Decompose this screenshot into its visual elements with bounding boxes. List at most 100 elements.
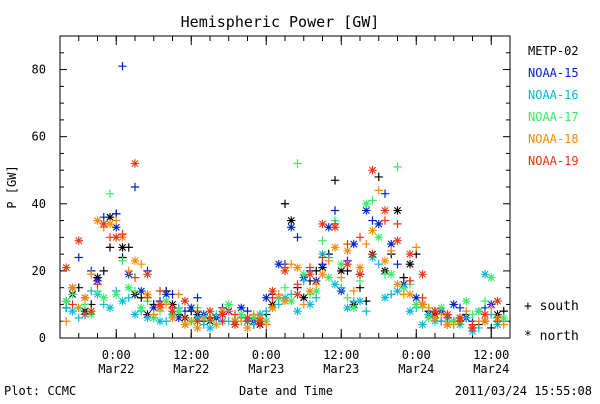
north-marker bbox=[412, 293, 421, 302]
legend-series-label: NOAA-16 bbox=[528, 88, 579, 102]
south-marker bbox=[462, 306, 471, 316]
north-marker bbox=[118, 296, 127, 306]
south-marker bbox=[349, 286, 358, 296]
south-marker bbox=[368, 216, 377, 225]
north-marker bbox=[205, 306, 215, 316]
north-marker bbox=[418, 320, 427, 329]
south-marker bbox=[155, 286, 165, 296]
y-axis-label: P [GW] bbox=[5, 165, 19, 208]
y-tick-label: 60 bbox=[32, 130, 46, 144]
south-marker bbox=[262, 306, 271, 316]
north-marker bbox=[112, 223, 121, 232]
north-marker bbox=[287, 216, 296, 225]
south-marker bbox=[337, 283, 346, 292]
north-marker bbox=[405, 259, 415, 269]
south-marker bbox=[118, 62, 127, 71]
south-marker bbox=[118, 229, 127, 239]
legend-series-label: NOAA-17 bbox=[528, 110, 579, 124]
north-marker bbox=[130, 310, 140, 319]
north-marker bbox=[480, 310, 490, 319]
y-tick-label: 0 bbox=[39, 331, 46, 345]
south-marker bbox=[193, 306, 202, 316]
north-marker bbox=[399, 283, 408, 292]
chart-title: Hemispheric Power [GW] bbox=[181, 13, 380, 31]
south-marker bbox=[130, 273, 140, 282]
north-marker bbox=[480, 270, 490, 279]
north-marker bbox=[437, 303, 446, 312]
north-marker bbox=[318, 219, 327, 229]
north-marker bbox=[405, 249, 415, 259]
south-marker bbox=[193, 293, 202, 302]
north-marker bbox=[474, 306, 483, 316]
north-marker bbox=[493, 296, 502, 306]
south-marker bbox=[274, 290, 283, 299]
south-marker bbox=[68, 300, 77, 309]
north-marker bbox=[362, 199, 371, 208]
x-tick-label-time: 0:00 bbox=[102, 348, 131, 362]
south-marker bbox=[393, 162, 402, 172]
south-marker bbox=[174, 290, 183, 299]
north-marker bbox=[155, 317, 165, 326]
north-marker bbox=[330, 243, 340, 252]
south-marker bbox=[212, 320, 221, 329]
x-tick-label-date: Mar24 bbox=[398, 362, 434, 376]
north-marker bbox=[162, 290, 171, 299]
south-marker bbox=[393, 219, 402, 229]
south-marker bbox=[293, 159, 302, 168]
legend-series-label: NOAA-18 bbox=[528, 132, 579, 146]
south-marker bbox=[380, 216, 390, 225]
south-marker bbox=[130, 182, 140, 192]
north-marker bbox=[387, 239, 396, 249]
legend-marker-label: * north bbox=[524, 329, 579, 344]
x-axis: 0:00Mar2212:00Mar220:00Mar2312:00Mar230:… bbox=[59, 36, 511, 376]
north-marker bbox=[180, 320, 190, 329]
north-marker bbox=[330, 223, 340, 232]
north-marker bbox=[180, 296, 190, 306]
north-marker bbox=[374, 233, 383, 242]
north-marker bbox=[143, 270, 152, 279]
south-marker bbox=[468, 310, 477, 319]
north-marker bbox=[355, 270, 365, 279]
north-marker bbox=[287, 296, 296, 306]
north-marker bbox=[99, 219, 108, 229]
north-marker bbox=[337, 266, 346, 276]
north-marker bbox=[443, 310, 452, 319]
south-marker bbox=[418, 293, 427, 302]
north-marker bbox=[124, 283, 133, 292]
north-marker bbox=[343, 259, 352, 269]
south-marker bbox=[393, 259, 402, 269]
north-marker bbox=[305, 270, 315, 279]
south-marker bbox=[343, 293, 352, 302]
south-marker bbox=[330, 206, 340, 215]
north-marker bbox=[187, 303, 196, 312]
north-marker bbox=[487, 273, 496, 282]
north-marker bbox=[405, 306, 415, 316]
data-points bbox=[62, 62, 508, 336]
north-marker bbox=[393, 280, 402, 289]
north-marker bbox=[343, 303, 352, 312]
south-marker bbox=[324, 256, 333, 266]
north-marker bbox=[262, 293, 271, 302]
north-marker bbox=[87, 306, 96, 316]
north-marker bbox=[305, 286, 315, 296]
y-axis: 0 20 40 60 80 bbox=[32, 35, 510, 345]
south-marker bbox=[424, 303, 433, 312]
south-marker bbox=[455, 303, 465, 312]
north-marker bbox=[168, 306, 177, 316]
north-marker bbox=[80, 293, 90, 302]
south-marker bbox=[362, 306, 371, 316]
north-marker bbox=[112, 290, 121, 299]
south-marker bbox=[362, 239, 371, 249]
x-tick-label-time: 12:00 bbox=[173, 348, 209, 362]
legend-series-label: METP-02 bbox=[528, 44, 579, 58]
north-marker bbox=[149, 303, 158, 312]
south-marker bbox=[374, 186, 383, 195]
south-marker bbox=[312, 280, 321, 289]
north-marker bbox=[130, 159, 140, 168]
north-marker bbox=[93, 216, 102, 225]
north-marker bbox=[299, 270, 308, 279]
south-marker bbox=[318, 236, 327, 245]
north-marker bbox=[312, 286, 321, 296]
north-marker bbox=[193, 323, 202, 333]
